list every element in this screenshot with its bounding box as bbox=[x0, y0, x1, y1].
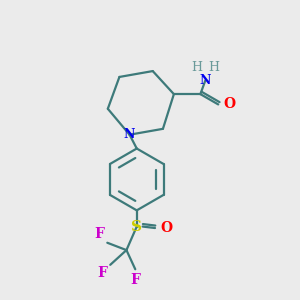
Text: F: F bbox=[94, 227, 104, 241]
Text: O: O bbox=[224, 98, 236, 111]
Text: N: N bbox=[200, 74, 211, 87]
Text: O: O bbox=[160, 221, 172, 235]
Text: H: H bbox=[208, 61, 219, 74]
Text: F: F bbox=[130, 273, 140, 287]
Text: S: S bbox=[131, 220, 142, 234]
Text: H: H bbox=[192, 61, 203, 74]
Text: F: F bbox=[98, 266, 107, 280]
Text: N: N bbox=[124, 128, 135, 141]
